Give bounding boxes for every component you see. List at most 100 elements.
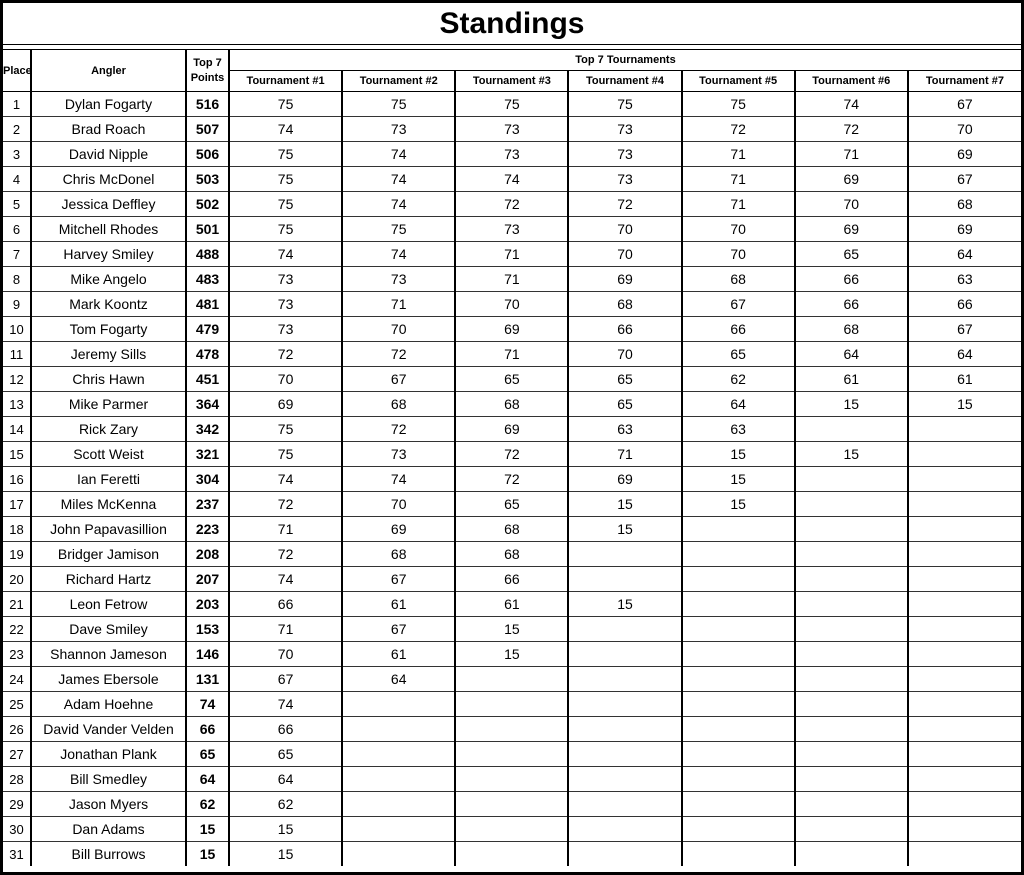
tournament-2-score: 73 [341, 441, 457, 467]
tournament-1-score: 71 [227, 516, 344, 542]
tournament-1-score: 64 [227, 766, 344, 792]
standings-row: 22 Dave Smiley 153 71 67 15 [3, 616, 1021, 642]
tournament-5-score: 71 [680, 166, 796, 192]
tournament-1-score: 74 [227, 691, 344, 717]
place-cell: 29 [3, 791, 32, 817]
tournament-1-score: 66 [227, 716, 344, 742]
place-cell: 6 [3, 216, 32, 242]
tournament-6-score: 68 [793, 316, 909, 342]
tournament-3-score: 73 [454, 141, 570, 167]
tournament-6-score: 71 [793, 141, 909, 167]
place-cell: 19 [3, 541, 32, 567]
tournament-5-score [680, 591, 796, 617]
tournament-1-score: 62 [227, 791, 344, 817]
tournament-3-score: 71 [454, 341, 570, 367]
tournament-6-score [793, 591, 909, 617]
tournament-1-score: 72 [227, 491, 344, 517]
tournament-6-score: 66 [793, 266, 909, 292]
tournament-4-score [567, 566, 683, 592]
tournament-2-score: 64 [341, 666, 457, 692]
standings-row: 13 Mike Parmer 364 69 68 68 65 64 15 15 [3, 391, 1021, 417]
tournament-7-score [906, 666, 1021, 692]
angler-name: Leon Fetrow [30, 591, 187, 617]
place-cell: 16 [3, 466, 32, 492]
tournament-6-score [793, 841, 909, 866]
tournament-3-score: 61 [454, 591, 570, 617]
tournament-1-score: 75 [227, 216, 344, 242]
top7-points-value: 203 [185, 591, 230, 617]
angler-name: Shannon Jameson [30, 641, 187, 667]
tournament-4-score: 66 [567, 316, 683, 342]
tournament-1-score: 65 [227, 741, 344, 767]
tournament-7-score [906, 566, 1021, 592]
standings-row: 28 Bill Smedley 64 64 [3, 766, 1021, 792]
header-tournament-3: Tournament #3 [454, 70, 570, 92]
tournament-7-score: 15 [906, 391, 1021, 417]
header-tournaments-group: Top 7 Tournaments [228, 49, 1021, 71]
standings-row: 14 Rick Zary 342 75 72 69 63 63 [3, 416, 1021, 442]
top7-points-value: 364 [185, 391, 230, 417]
tournament-6-score: 66 [793, 291, 909, 317]
tournament-4-score [567, 841, 683, 866]
tournament-1-score: 74 [227, 466, 344, 492]
tournament-4-score: 73 [567, 166, 683, 192]
tournament-4-score [567, 616, 683, 642]
angler-name: Brad Roach [30, 116, 187, 142]
header-top7-points-line2: Points [190, 71, 225, 84]
tournament-6-score: 65 [793, 241, 909, 267]
tournament-6-score: 72 [793, 116, 909, 142]
tournament-5-score [680, 541, 796, 567]
tournament-4-score: 69 [567, 466, 683, 492]
angler-name: Dylan Fogarty [30, 91, 187, 117]
place-cell: 2 [3, 116, 32, 142]
standings-row: 15 Scott Weist 321 75 73 72 71 15 15 [3, 441, 1021, 467]
header-top7-points: Top 7 Points [185, 49, 230, 92]
top7-points-value: 506 [185, 141, 230, 167]
angler-name: David Vander Velden [30, 716, 187, 742]
tournament-6-score [793, 616, 909, 642]
tournament-2-score: 69 [341, 516, 457, 542]
angler-name: Bridger Jamison [30, 541, 187, 567]
top7-points-value: 501 [185, 216, 230, 242]
tournament-1-score: 74 [227, 241, 344, 267]
place-cell: 24 [3, 666, 32, 692]
tournament-7-score [906, 816, 1021, 842]
tournament-7-score [906, 591, 1021, 617]
top7-points-value: 451 [185, 366, 230, 392]
angler-name: Dan Adams [30, 816, 187, 842]
tournament-6-score: 74 [793, 91, 909, 117]
top7-points-value: 503 [185, 166, 230, 192]
tournament-3-score [454, 741, 570, 767]
angler-name: Jason Myers [30, 791, 187, 817]
place-cell: 15 [3, 441, 32, 467]
tournament-1-score: 71 [227, 616, 344, 642]
tournament-2-score: 61 [341, 591, 457, 617]
tournament-6-score [793, 541, 909, 567]
standings-table: Place Angler Top 7 Points Top 7 Tourname… [3, 49, 1021, 866]
tournament-7-score [906, 841, 1021, 866]
tournament-5-score: 63 [680, 416, 796, 442]
header-row-top: Place Angler Top 7 Points Top 7 Tourname… [3, 49, 1021, 92]
standings-row: 23 Shannon Jameson 146 70 61 15 [3, 641, 1021, 667]
place-cell: 20 [3, 566, 32, 592]
header-tournament-4: Tournament #4 [567, 70, 683, 92]
tournament-5-score [680, 691, 796, 717]
tournament-3-score: 72 [454, 191, 570, 217]
tournament-3-score: 74 [454, 166, 570, 192]
tournament-4-score: 73 [567, 141, 683, 167]
top7-points-value: 516 [185, 91, 230, 117]
tournament-7-score: 68 [906, 191, 1021, 217]
tournament-3-score [454, 716, 570, 742]
standings-row: 16 Ian Feretti 304 74 74 72 69 15 [3, 466, 1021, 492]
tournament-5-score [680, 841, 796, 866]
tournament-5-score: 64 [680, 391, 796, 417]
top7-points-value: 223 [185, 516, 230, 542]
angler-name: Harvey Smiley [30, 241, 187, 267]
tournament-7-score [906, 516, 1021, 542]
tournament-5-score: 75 [680, 91, 796, 117]
tournament-4-score [567, 716, 683, 742]
angler-name: James Ebersole [30, 666, 187, 692]
tournament-1-score: 66 [227, 591, 344, 617]
tournament-4-score: 15 [567, 491, 683, 517]
tournament-5-score [680, 741, 796, 767]
